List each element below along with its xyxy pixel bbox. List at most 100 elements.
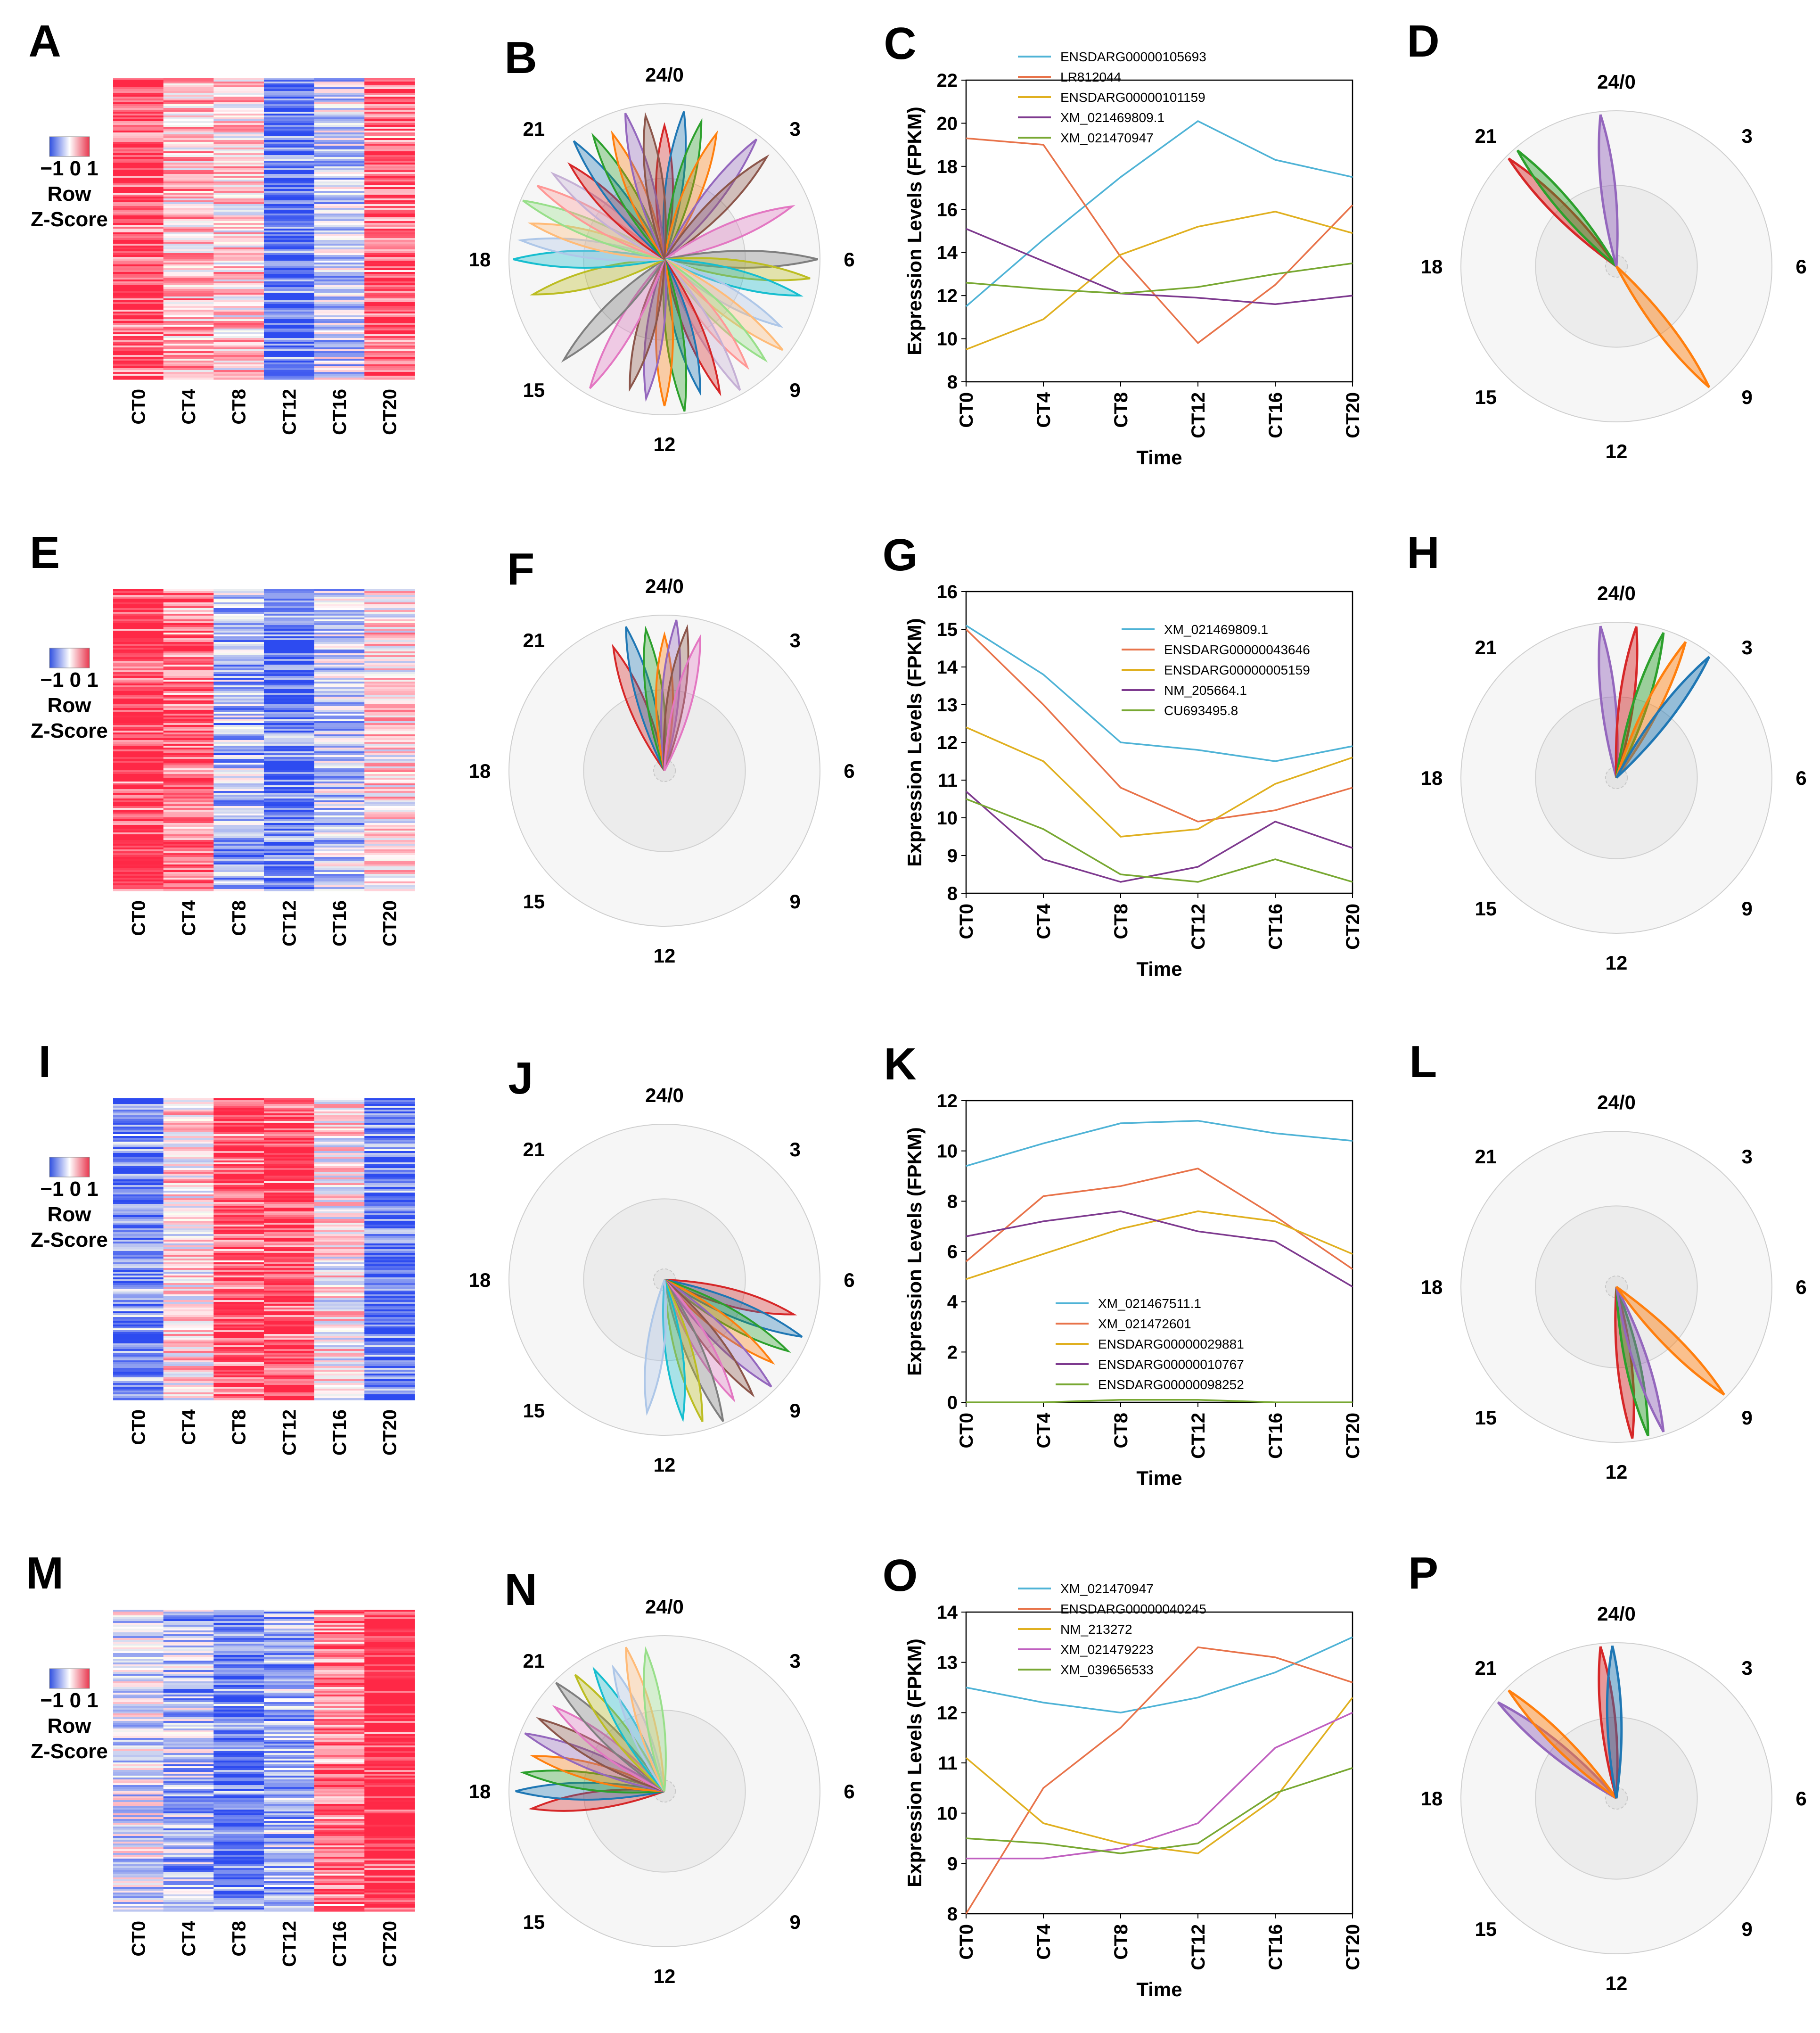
heatmap-cell bbox=[264, 1194, 315, 1197]
heatmap-cell bbox=[163, 1770, 214, 1772]
rose-petal bbox=[643, 1646, 667, 1792]
heatmap-cell bbox=[213, 1247, 264, 1250]
heatmap-cell bbox=[163, 1866, 214, 1868]
heatmap-cell bbox=[364, 151, 415, 154]
heatmap-cell bbox=[113, 178, 164, 180]
heatmap-cell bbox=[213, 117, 264, 120]
heatmap-cell bbox=[364, 1900, 415, 1902]
heatmap-cell bbox=[163, 798, 214, 801]
heatmap-cell bbox=[264, 1193, 315, 1195]
heatmap-cell bbox=[163, 1723, 214, 1725]
heatmap-cell bbox=[364, 1704, 415, 1706]
heatmap-cell bbox=[264, 1281, 315, 1284]
heatmap-cell bbox=[163, 625, 214, 627]
heatmap-cell bbox=[364, 1134, 415, 1136]
heatmap-cell bbox=[113, 1357, 164, 1359]
heatmap-cell bbox=[364, 202, 415, 205]
heatmap-cell bbox=[163, 1872, 214, 1874]
heatmap-cell bbox=[314, 232, 365, 235]
heatmap-cell bbox=[314, 1664, 365, 1667]
heatmap-cell bbox=[314, 83, 365, 86]
heatmap-cell bbox=[264, 1678, 315, 1680]
heatmap-cell bbox=[113, 1808, 164, 1810]
heatmap-cell bbox=[213, 225, 264, 227]
heatmap-cell bbox=[314, 827, 365, 829]
heatmap-cell bbox=[163, 1879, 214, 1882]
heatmap-cell bbox=[314, 336, 365, 338]
heatmap-cell bbox=[113, 123, 164, 125]
heatmap-cell bbox=[364, 797, 415, 799]
heatmap-cell bbox=[364, 315, 415, 318]
heatmap-cell bbox=[364, 772, 415, 774]
heatmap-cell bbox=[314, 1157, 365, 1159]
heatmap-cell bbox=[314, 1385, 365, 1387]
heatmap-cell bbox=[163, 595, 214, 597]
heatmap-cell bbox=[264, 1691, 315, 1693]
heatmap-cell bbox=[364, 783, 415, 786]
heatmap-cell bbox=[213, 1894, 264, 1897]
heatmap-cell bbox=[314, 1255, 365, 1257]
color-key-bar bbox=[49, 136, 90, 157]
heatmap-cell bbox=[314, 289, 365, 291]
heatmap-cell bbox=[213, 814, 264, 816]
heatmap-cell bbox=[364, 1655, 415, 1657]
heatmap-cell bbox=[113, 1225, 164, 1227]
heatmap-cell bbox=[213, 242, 264, 244]
heatmap-cell bbox=[364, 621, 415, 624]
heatmap-cell bbox=[364, 1270, 415, 1272]
heatmap-cell bbox=[264, 1679, 315, 1682]
heatmap-cell bbox=[314, 1240, 365, 1242]
heatmap-cell bbox=[314, 1277, 365, 1280]
heatmap-cell bbox=[364, 1383, 415, 1385]
heatmap-cell bbox=[364, 864, 415, 867]
heatmap-cell bbox=[213, 1330, 264, 1333]
heatmap-cell bbox=[163, 198, 214, 201]
heatmap-cell bbox=[213, 370, 264, 372]
heatmap-cell bbox=[163, 221, 214, 223]
heatmap-cell bbox=[264, 1162, 315, 1165]
heatmap-cell bbox=[264, 366, 315, 369]
heatmap-cell bbox=[113, 1683, 164, 1686]
heatmap-cell bbox=[163, 676, 214, 678]
heatmap-cell bbox=[264, 246, 315, 248]
heatmap-cell bbox=[213, 1185, 264, 1187]
heatmap-cell bbox=[163, 329, 214, 331]
heatmap-cell bbox=[364, 634, 415, 637]
heatmap-cell bbox=[314, 757, 365, 759]
heatmap-cell bbox=[163, 770, 214, 773]
heatmap-cell bbox=[264, 1696, 315, 1699]
heatmap-cell bbox=[364, 1313, 415, 1316]
heatmap-cell bbox=[364, 1226, 415, 1229]
heatmap-cell bbox=[264, 1868, 315, 1870]
heatmap-cell bbox=[364, 251, 415, 254]
heatmap-cell bbox=[213, 1268, 264, 1270]
heatmap-cell bbox=[163, 1870, 214, 1872]
heatmap-cell bbox=[213, 612, 264, 614]
clock-label: 18 bbox=[1421, 767, 1443, 789]
heatmap-cell bbox=[113, 1243, 164, 1246]
heatmap-cell bbox=[213, 836, 264, 839]
heatmap-cell bbox=[163, 1902, 214, 1904]
heatmap-cell bbox=[213, 1187, 264, 1189]
heatmap-cell bbox=[364, 757, 415, 759]
heatmap-cell bbox=[213, 848, 264, 850]
heatmap-cell bbox=[314, 364, 365, 367]
heatmap-cell bbox=[163, 1115, 214, 1118]
heatmap-cell bbox=[163, 353, 214, 355]
heatmap-cell bbox=[264, 1353, 315, 1355]
heatmap-cell bbox=[113, 601, 164, 603]
heatmap-cell bbox=[113, 1215, 164, 1218]
rose-petal bbox=[589, 258, 665, 389]
clock-label: 24/0 bbox=[1597, 71, 1636, 93]
heatmap-cell bbox=[364, 780, 415, 782]
heatmap-cell bbox=[113, 1793, 164, 1795]
heatmap-cell bbox=[314, 280, 365, 282]
heatmap-cell bbox=[163, 214, 214, 216]
heatmap-cell bbox=[163, 181, 214, 184]
heatmap-cell bbox=[163, 1208, 214, 1210]
heatmap-cell bbox=[163, 687, 214, 690]
heatmap-cell bbox=[264, 848, 315, 850]
heatmap-cell bbox=[213, 189, 264, 191]
heatmap-cell bbox=[264, 1200, 315, 1202]
